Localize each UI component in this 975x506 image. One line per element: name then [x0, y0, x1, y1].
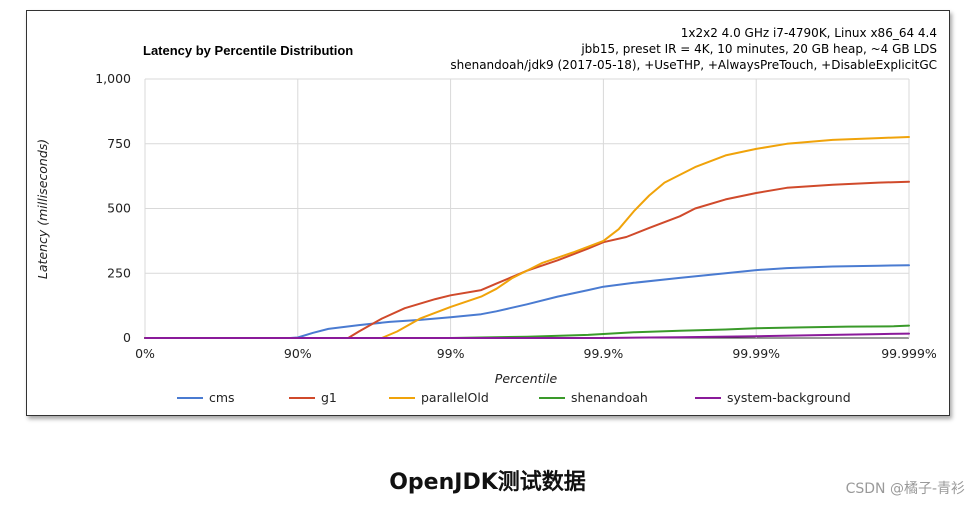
series-line-cms: [144, 264, 910, 339]
series-line-system-background: [144, 332, 910, 339]
x-axis-ticks: 0% 90% 99% 99.9% 99.99% 99.999%: [135, 346, 937, 361]
x-axis-label: Percentile: [495, 371, 558, 386]
chart-frame: Latency by Percentile Distribution 1x2x2…: [26, 10, 950, 416]
legend-label-cms: cms: [209, 390, 235, 405]
y-axis-label: Latency (milliseconds): [35, 139, 50, 279]
info-line-1: 1x2x2 4.0 GHz i7-4790K, Linux x86_64 4.4: [681, 26, 937, 40]
legend: cms g1 parallelOld shenandoah system-backgro…: [177, 390, 851, 405]
x-tick-label: 99%: [437, 346, 465, 361]
x-tick-label: 0%: [135, 346, 155, 361]
legend-label-shenandoah: shenandoah: [571, 390, 648, 405]
info-line-2: jbb15, preset IR = 4K, 10 minutes, 20 GB…: [580, 42, 937, 56]
series-line-parallelOld: [144, 136, 910, 339]
legend-label-system-background: system-background: [727, 390, 851, 405]
x-tick-label: 99.999%: [881, 346, 937, 361]
x-tick-label: 99.9%: [584, 346, 624, 361]
series-lines: [144, 136, 910, 339]
series-line-shenandoah: [144, 324, 910, 339]
y-tick-label: 0: [123, 330, 131, 345]
info-line-3: shenandoah/jdk9 (2017-05-18), +UseTHP, +…: [450, 58, 937, 72]
watermark: CSDN @橘子-青衫: [845, 481, 965, 497]
y-tick-label: 750: [107, 136, 131, 151]
y-tick-label: 1,000: [95, 71, 131, 86]
y-tick-label: 250: [107, 265, 131, 280]
x-tick-label: 90%: [284, 346, 312, 361]
figure-caption: OpenJDK测试数据: [389, 470, 586, 495]
gridlines: [144, 78, 910, 339]
legend-label-parallelOld: parallelOld: [421, 390, 489, 405]
latency-chart: Latency by Percentile Distribution 1x2x2…: [35, 26, 937, 405]
chart-title: Latency by Percentile Distribution: [143, 43, 353, 58]
legend-label-g1: g1: [321, 390, 337, 405]
y-tick-label: 500: [107, 201, 131, 216]
series-line-g1: [144, 180, 910, 339]
x-tick-label: 99.99%: [732, 346, 780, 361]
y-axis-ticks: 0 250 500 750 1,000: [95, 71, 131, 345]
